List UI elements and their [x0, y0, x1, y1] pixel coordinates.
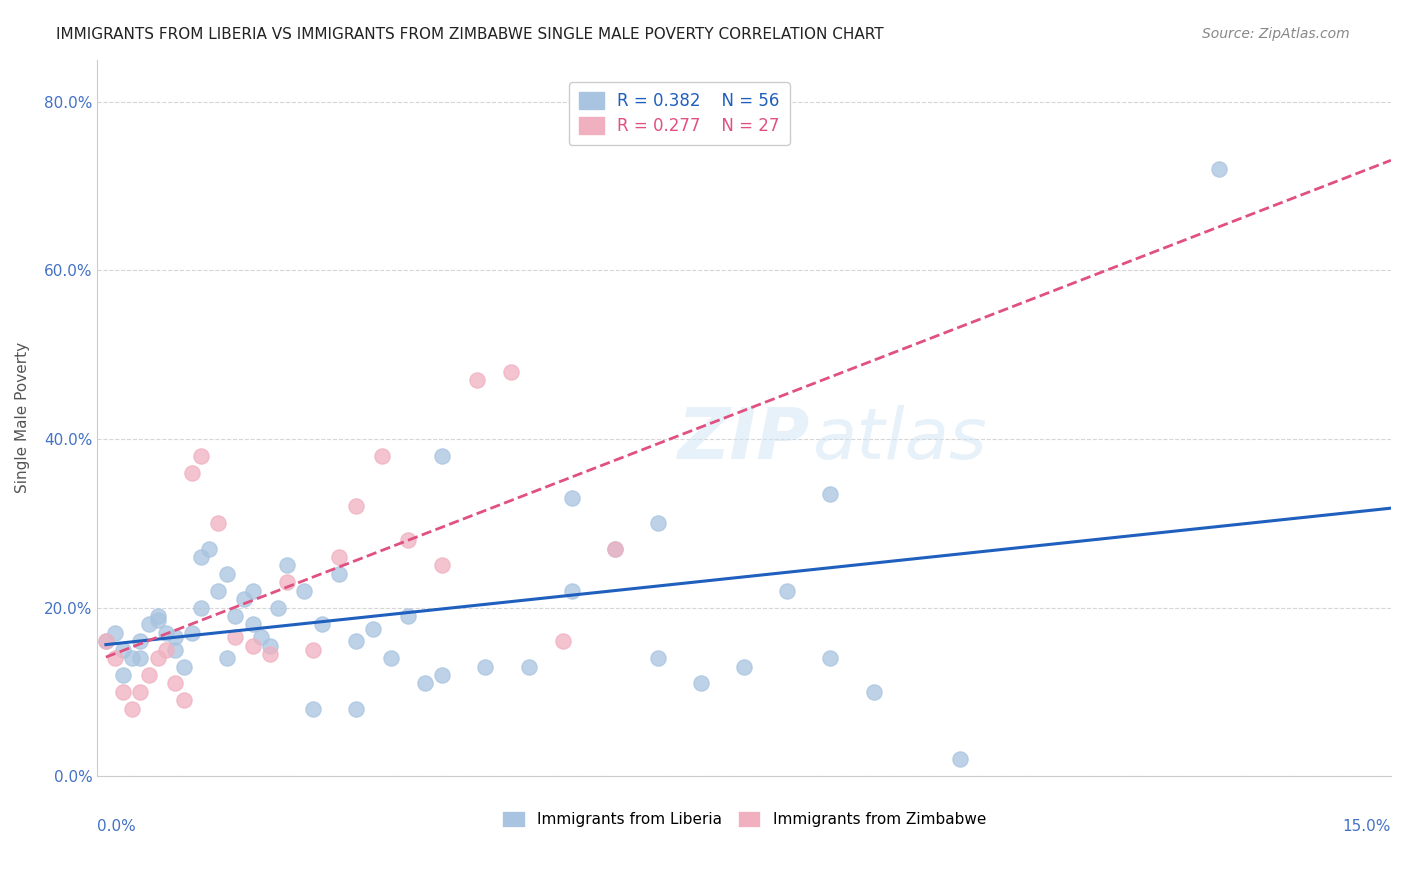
Point	[561, 491, 583, 505]
Point	[224, 630, 246, 644]
Point	[129, 634, 152, 648]
Point	[121, 651, 143, 665]
Point	[328, 549, 350, 564]
Y-axis label: Single Male Poverty: Single Male Poverty	[15, 343, 30, 493]
Point	[146, 613, 169, 627]
Point	[396, 533, 419, 548]
Point	[276, 575, 298, 590]
Point	[690, 676, 713, 690]
Point	[146, 609, 169, 624]
Point	[302, 702, 325, 716]
Point	[242, 617, 264, 632]
Point	[242, 639, 264, 653]
Point	[733, 659, 755, 673]
Point	[129, 651, 152, 665]
Text: 15.0%: 15.0%	[1343, 819, 1391, 834]
Point	[259, 647, 281, 661]
Point	[103, 651, 125, 665]
Point	[371, 449, 394, 463]
Point	[432, 668, 454, 682]
Point	[292, 583, 315, 598]
Point	[413, 676, 436, 690]
Point	[190, 549, 212, 564]
Point	[215, 651, 238, 665]
Point	[155, 625, 177, 640]
Point	[551, 634, 574, 648]
Point	[215, 566, 238, 581]
Point	[146, 651, 169, 665]
Point	[163, 642, 186, 657]
Point	[242, 583, 264, 598]
Point	[181, 466, 204, 480]
Text: ZIP: ZIP	[678, 405, 810, 474]
Point	[155, 642, 177, 657]
Point	[190, 449, 212, 463]
Text: Source: ZipAtlas.com: Source: ZipAtlas.com	[1202, 27, 1350, 41]
Point	[94, 634, 117, 648]
Point	[198, 541, 221, 556]
Point	[344, 500, 367, 514]
Point	[501, 365, 523, 379]
Point	[432, 558, 454, 573]
Point	[103, 625, 125, 640]
Point	[232, 592, 254, 607]
Point	[112, 685, 135, 699]
Point	[311, 617, 333, 632]
Point	[432, 449, 454, 463]
Point	[603, 541, 626, 556]
Point	[603, 541, 626, 556]
Point	[820, 651, 842, 665]
Legend: R = 0.382    N = 56, R = 0.277    N = 27: R = 0.382 N = 56, R = 0.277 N = 27	[569, 82, 790, 145]
Text: IMMIGRANTS FROM LIBERIA VS IMMIGRANTS FROM ZIMBABWE SINGLE MALE POVERTY CORRELAT: IMMIGRANTS FROM LIBERIA VS IMMIGRANTS FR…	[56, 27, 884, 42]
Point	[138, 668, 160, 682]
Point	[129, 685, 152, 699]
Point	[647, 516, 669, 531]
Point	[949, 752, 972, 766]
Point	[328, 566, 350, 581]
Point	[380, 651, 402, 665]
Point	[465, 373, 488, 387]
Point	[173, 693, 195, 707]
Point	[121, 702, 143, 716]
Point	[561, 583, 583, 598]
Point	[163, 630, 186, 644]
Point	[112, 668, 135, 682]
Point	[259, 639, 281, 653]
Point	[862, 685, 884, 699]
Point	[163, 676, 186, 690]
Point	[1208, 162, 1230, 177]
Point	[820, 487, 842, 501]
Point	[173, 659, 195, 673]
Point	[138, 617, 160, 632]
Point	[250, 630, 273, 644]
Point	[776, 583, 799, 598]
Point	[302, 642, 325, 657]
Point	[181, 625, 204, 640]
Point	[224, 609, 246, 624]
Point	[344, 702, 367, 716]
Point	[344, 634, 367, 648]
Point	[207, 583, 229, 598]
Point	[474, 659, 496, 673]
Point	[94, 634, 117, 648]
Point	[207, 516, 229, 531]
Text: 0.0%: 0.0%	[97, 819, 136, 834]
Point	[517, 659, 540, 673]
Point	[267, 600, 290, 615]
Point	[276, 558, 298, 573]
Point	[396, 609, 419, 624]
Point	[112, 642, 135, 657]
Point	[361, 622, 384, 636]
Point	[190, 600, 212, 615]
Point	[647, 651, 669, 665]
Text: atlas: atlas	[813, 405, 987, 474]
